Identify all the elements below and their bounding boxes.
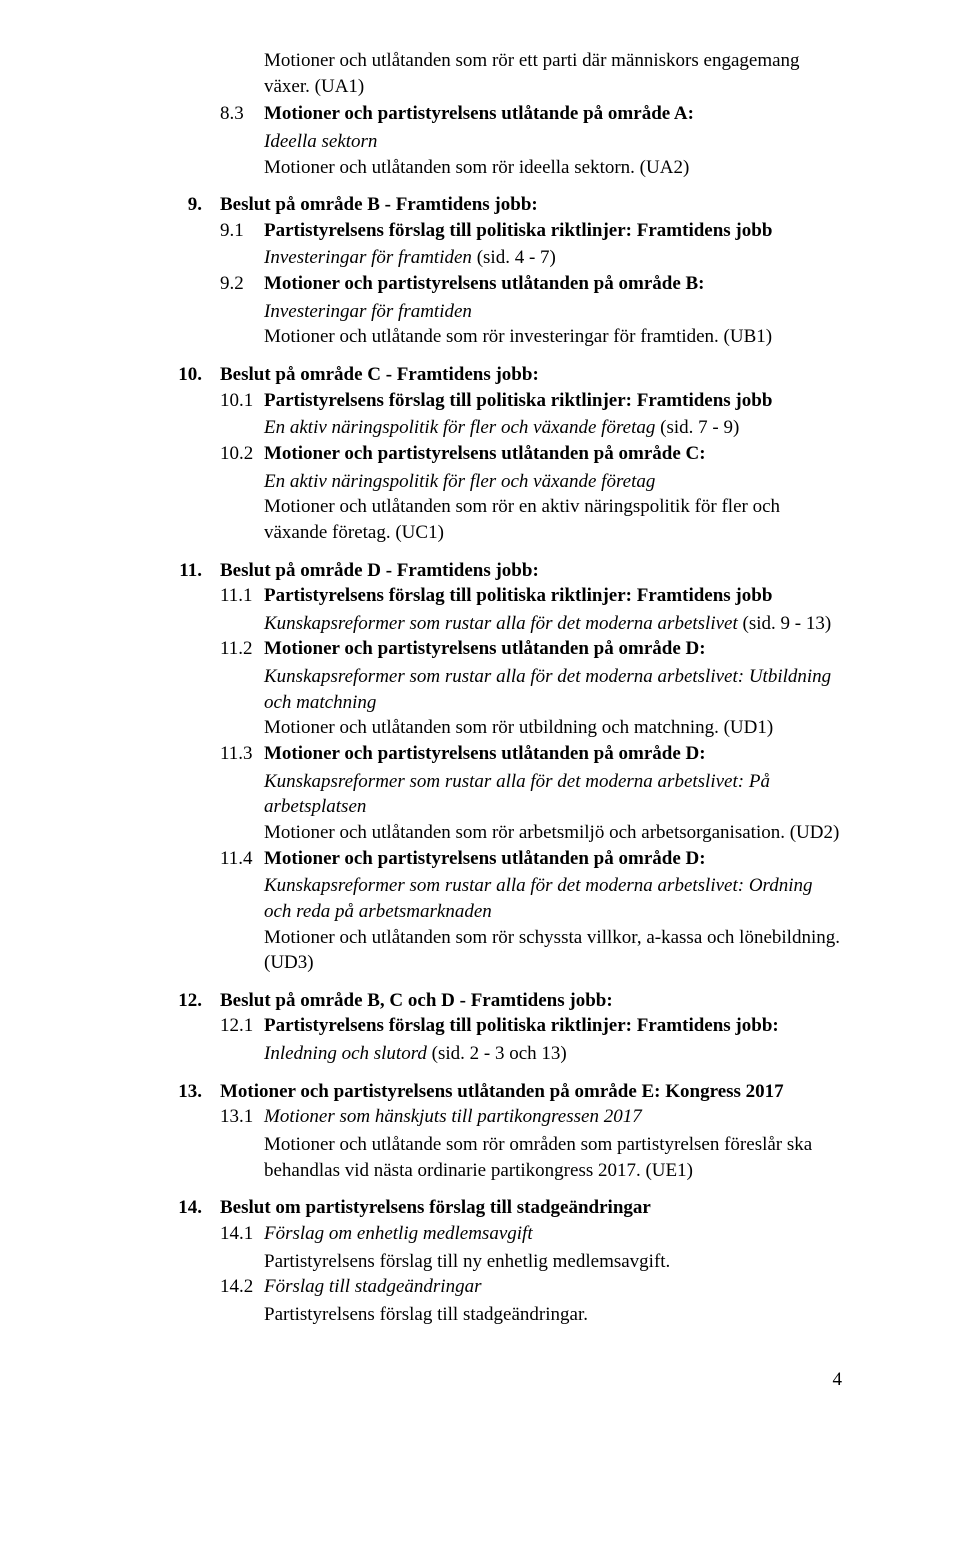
body-text: Partistyrelsens förslag till stadgeändri… xyxy=(264,1302,842,1328)
sub-number: 9.1 xyxy=(220,218,264,244)
body-text: Motioner och utlåtande som rör investeri… xyxy=(264,324,842,350)
body-text: Motioner och utlåtanden som rör schyssta… xyxy=(264,925,842,976)
body-text: Partistyrelsens förslag till ny enhetlig… xyxy=(264,1249,842,1275)
sub-title: Motioner och partistyrelsens utlåtande p… xyxy=(264,103,694,124)
document-page: Motioner och utlåtanden som rör ett part… xyxy=(0,0,960,1441)
sub-title-italic: Förslag till stadgeändringar xyxy=(264,1276,481,1297)
body-text: Motioner och utlåtanden som rör arbetsmi… xyxy=(264,820,842,846)
body-italic: Kunskapsreformer som rustar alla för det… xyxy=(264,613,738,634)
list-item: 10. Beslut på område C - Framtidens jobb… xyxy=(220,362,842,545)
body-text: Motioner och utlåtanden som rör ideella … xyxy=(264,155,842,181)
item-title: Beslut på område D - Framtidens jobb: xyxy=(220,560,539,581)
sub-number: 14.2 xyxy=(220,1274,264,1300)
sub-title: Motioner och partistyrelsens utlåtanden … xyxy=(264,443,706,464)
sub-item: 14.1Förslag om enhetlig medlemsavgift xyxy=(220,1221,842,1247)
sub-title: Motioner och partistyrelsens utlåtanden … xyxy=(264,743,706,764)
list-item: 11. Beslut på område D - Framtidens jobb… xyxy=(220,558,842,976)
body-italic: En aktiv näringspolitik för fler och väx… xyxy=(264,469,842,495)
list-item: 9. Beslut på område B - Framtidens jobb:… xyxy=(220,192,842,350)
sub-item: 8.3Motioner och partistyrelsens utlåtand… xyxy=(220,101,842,127)
sub-title: Partistyrelsens förslag till politiska r… xyxy=(264,1015,779,1036)
page-ref: (sid. 7 - 9) xyxy=(655,417,739,438)
item-number: 14. xyxy=(142,1195,202,1221)
sub-item: 14.2Förslag till stadgeändringar xyxy=(220,1274,842,1300)
body-italic: Investeringar för framtiden xyxy=(264,299,842,325)
sub-number: 11.1 xyxy=(220,583,264,609)
item-title: Beslut på område B - Framtidens jobb: xyxy=(220,194,538,215)
page-ref: (sid. 2 - 3 och 13) xyxy=(427,1043,567,1064)
item-number: 10. xyxy=(142,362,202,388)
item-title: Motioner och partistyrelsens utlåtanden … xyxy=(220,1081,784,1102)
body-text: Kunskapsreformer som rustar alla för det… xyxy=(264,611,842,637)
sub-title-italic: Förslag om enhetlig medlemsavgift xyxy=(264,1223,533,1244)
sub-title: Partistyrelsens förslag till politiska r… xyxy=(264,585,772,606)
sub-title: Motioner och partistyrelsens utlåtanden … xyxy=(264,638,706,659)
item-title: Beslut om partistyrelsens förslag till s… xyxy=(220,1197,651,1218)
sub-item: 9.2Motioner och partistyrelsens utlåtand… xyxy=(220,271,842,297)
sub-item: 13.1Motioner som hänskjuts till partikon… xyxy=(220,1104,842,1130)
sub-number: 12.1 xyxy=(220,1013,264,1039)
sub-number: 10.1 xyxy=(220,388,264,414)
sub-item: 10.2Motioner och partistyrelsens utlåtan… xyxy=(220,441,842,467)
body-text: Inledning och slutord (sid. 2 - 3 och 13… xyxy=(264,1041,842,1067)
sub-item: 11.2Motioner och partistyrelsens utlåtan… xyxy=(220,636,842,662)
list-item: 12. Beslut på område B, C och D - Framti… xyxy=(220,988,842,1067)
body-italic: Ideella sektorn xyxy=(264,129,842,155)
sub-item: 12.1Partistyrelsens förslag till politis… xyxy=(220,1013,842,1039)
sub-number: 8.3 xyxy=(220,101,264,127)
sub-number: 13.1 xyxy=(220,1104,264,1130)
item-number: 11. xyxy=(142,558,202,584)
sub-number: 11.2 xyxy=(220,636,264,662)
sub-item: 11.4Motioner och partistyrelsens utlåtan… xyxy=(220,846,842,872)
page-number: 4 xyxy=(220,1367,842,1393)
sub-item: 9.1Partistyrelsens förslag till politisk… xyxy=(220,218,842,244)
sub-item: 10.1Partistyrelsens förslag till politis… xyxy=(220,388,842,414)
body-italic: Kunskapsreformer som rustar alla för det… xyxy=(264,769,842,820)
body-italic: En aktiv näringspolitik för fler och väx… xyxy=(264,417,655,438)
body-text: Motioner och utlåtanden som rör utbildni… xyxy=(264,715,842,741)
item-number: 13. xyxy=(142,1079,202,1105)
body-text: Motioner och utlåtande som rör områden s… xyxy=(264,1132,842,1183)
body-italic: Investeringar för framtiden xyxy=(264,247,472,268)
body-text: Motioner och utlåtanden som rör en aktiv… xyxy=(264,494,842,545)
body-italic: Inledning och slutord xyxy=(264,1043,427,1064)
page-ref: (sid. 4 - 7) xyxy=(472,247,556,268)
body-text: Motioner och utlåtanden som rör ett part… xyxy=(264,48,842,99)
item-title: Beslut på område C - Framtidens jobb: xyxy=(220,364,539,385)
body-italic: Kunskapsreformer som rustar alla för det… xyxy=(264,873,842,924)
sub-item: 11.3Motioner och partistyrelsens utlåtan… xyxy=(220,741,842,767)
body-italic: Kunskapsreformer som rustar alla för det… xyxy=(264,664,842,715)
sub-number: 11.4 xyxy=(220,846,264,872)
sub-item: 11.1Partistyrelsens förslag till politis… xyxy=(220,583,842,609)
list-item: 14. Beslut om partistyrelsens förslag ti… xyxy=(220,1195,842,1327)
body-text: En aktiv näringspolitik för fler och väx… xyxy=(264,415,842,441)
body-text: Investeringar för framtiden (sid. 4 - 7) xyxy=(264,245,842,271)
list-item: Motioner och utlåtanden som rör ett part… xyxy=(220,48,842,180)
sub-number: 10.2 xyxy=(220,441,264,467)
sub-number: 9.2 xyxy=(220,271,264,297)
list-item: 13. Motioner och partistyrelsens utlåtan… xyxy=(220,1079,842,1184)
sub-title-italic: Motioner som hänskjuts till partikongres… xyxy=(264,1106,642,1127)
page-ref: (sid. 9 - 13) xyxy=(738,613,831,634)
item-number: 12. xyxy=(142,988,202,1014)
sub-title: Motioner och partistyrelsens utlåtanden … xyxy=(264,848,706,869)
sub-number: 11.3 xyxy=(220,741,264,767)
sub-number: 14.1 xyxy=(220,1221,264,1247)
sub-title: Partistyrelsens förslag till politiska r… xyxy=(264,220,772,241)
item-number: 9. xyxy=(142,192,202,218)
sub-title: Motioner och partistyrelsens utlåtanden … xyxy=(264,273,705,294)
sub-title: Partistyrelsens förslag till politiska r… xyxy=(264,390,772,411)
item-title: Beslut på område B, C och D - Framtidens… xyxy=(220,990,613,1011)
